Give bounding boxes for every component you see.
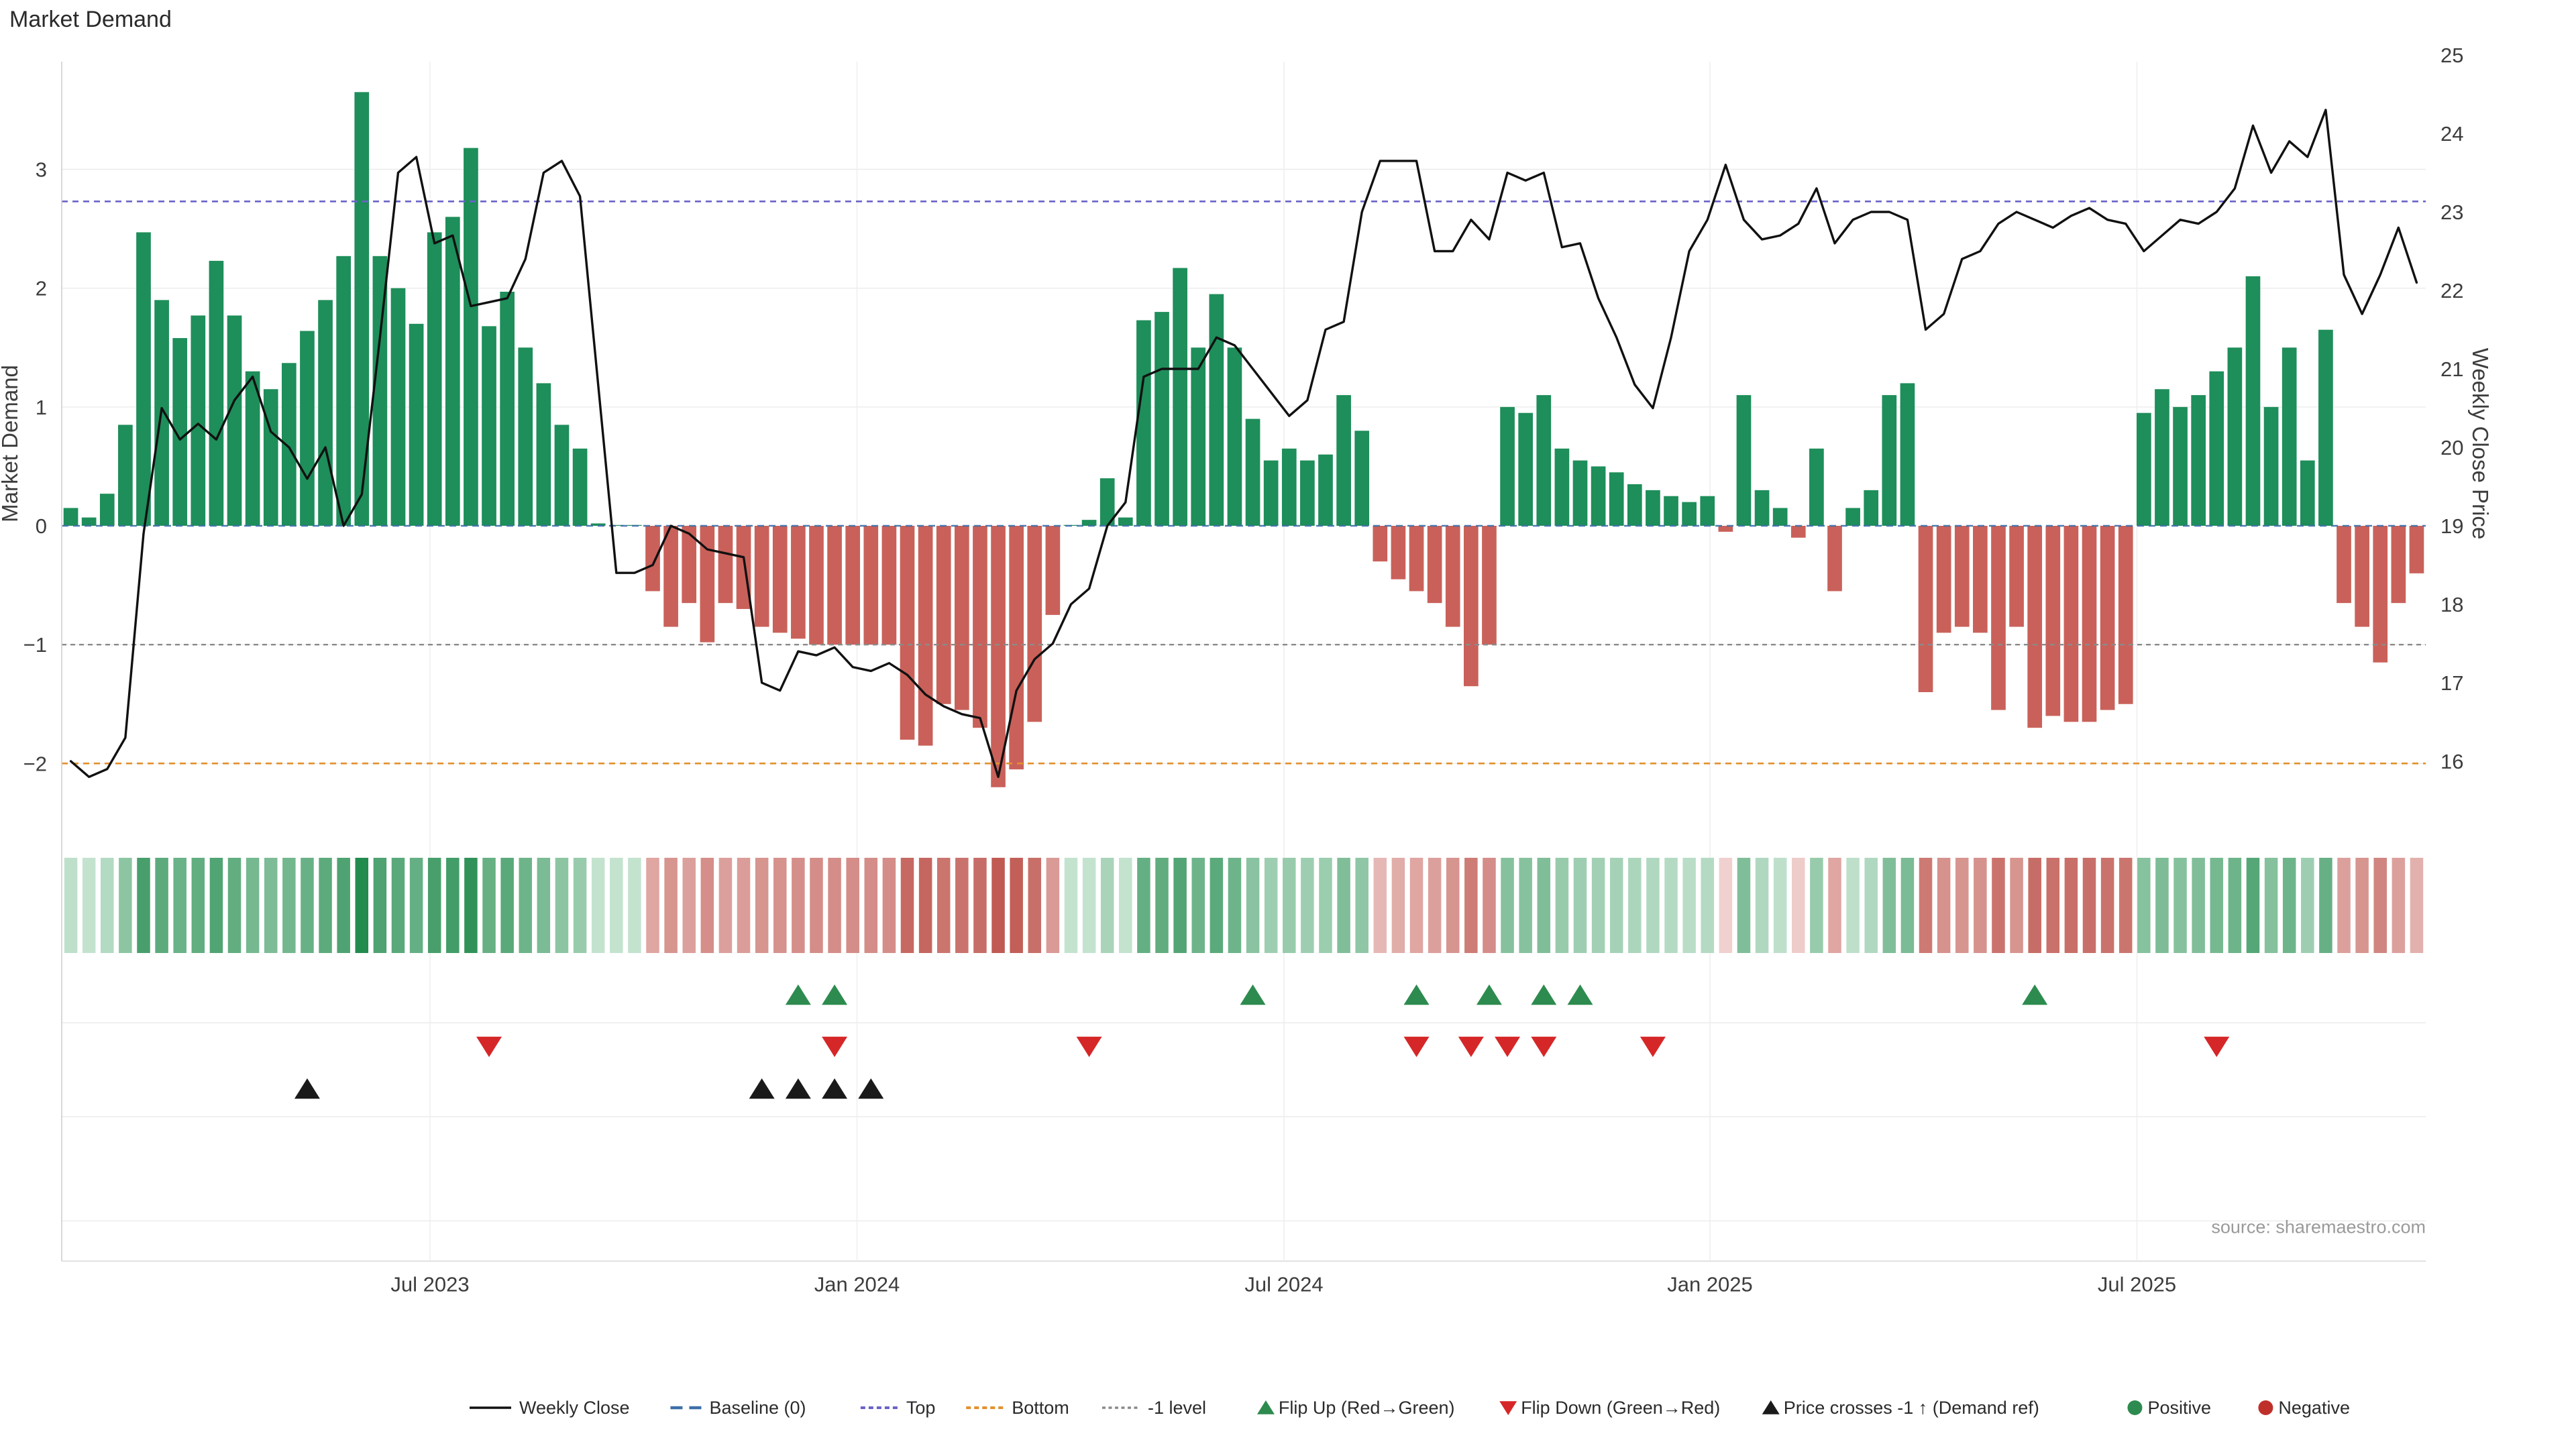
svg-text:19: 19 bbox=[2440, 514, 2463, 538]
svg-text:Jul 2025: Jul 2025 bbox=[2098, 1272, 2176, 1296]
svg-text:-1 level: -1 level bbox=[1148, 1398, 1206, 1418]
svg-text:3: 3 bbox=[36, 158, 47, 182]
svg-text:Flip Down (Green→Red): Flip Down (Green→Red) bbox=[1521, 1398, 1720, 1418]
svg-text:Weekly Close Price: Weekly Close Price bbox=[2468, 348, 2493, 539]
svg-text:Positive: Positive bbox=[2147, 1398, 2211, 1418]
svg-text:2: 2 bbox=[36, 277, 47, 300]
svg-text:Jan 2024: Jan 2024 bbox=[814, 1272, 900, 1296]
svg-text:Jul 2024: Jul 2024 bbox=[1244, 1272, 1323, 1296]
svg-text:25: 25 bbox=[2440, 44, 2463, 67]
svg-text:Top: Top bbox=[906, 1398, 936, 1418]
svg-text:21: 21 bbox=[2440, 357, 2463, 381]
svg-text:20: 20 bbox=[2440, 436, 2463, 459]
svg-text:23: 23 bbox=[2440, 201, 2463, 224]
svg-text:Flip Up (Red→Green): Flip Up (Red→Green) bbox=[1279, 1398, 1455, 1418]
svg-text:Negative: Negative bbox=[2278, 1398, 2350, 1418]
svg-text:17: 17 bbox=[2440, 671, 2463, 695]
svg-text:0: 0 bbox=[36, 514, 47, 538]
svg-text:1: 1 bbox=[36, 396, 47, 419]
svg-text:18: 18 bbox=[2440, 593, 2463, 616]
svg-text:−2: −2 bbox=[23, 752, 47, 775]
svg-text:Jul 2023: Jul 2023 bbox=[390, 1272, 469, 1296]
svg-text:Baseline (0): Baseline (0) bbox=[709, 1398, 806, 1418]
svg-text:−1: −1 bbox=[23, 633, 47, 657]
svg-text:Jan 2025: Jan 2025 bbox=[1667, 1272, 1753, 1296]
svg-text:Bottom: Bottom bbox=[1012, 1398, 1069, 1418]
svg-text:22: 22 bbox=[2440, 279, 2463, 302]
svg-text:Price crosses -1 ↑ (Demand ref: Price crosses -1 ↑ (Demand ref) bbox=[1784, 1398, 2039, 1418]
svg-text:16: 16 bbox=[2440, 750, 2463, 773]
svg-text:Weekly Close: Weekly Close bbox=[519, 1398, 630, 1418]
svg-text:source: sharemaestro.com: source: sharemaestro.com bbox=[2211, 1217, 2426, 1237]
svg-text:Market Demand: Market Demand bbox=[0, 365, 22, 522]
svg-text:24: 24 bbox=[2440, 122, 2463, 146]
